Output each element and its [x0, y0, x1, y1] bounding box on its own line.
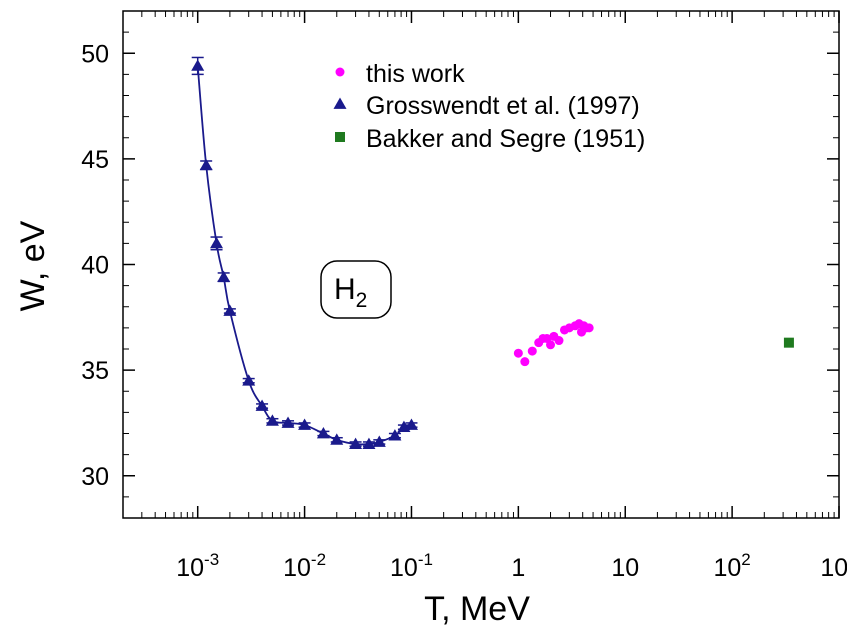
y-tick-label: 35 [81, 357, 109, 385]
x-tick-label: 103 [820, 550, 847, 582]
legend-label: Bakker and Segre (1951) [366, 125, 645, 153]
data-point [349, 437, 363, 449]
data-point [372, 435, 386, 447]
data-point [527, 346, 537, 356]
x-axis-label: T, MeV [424, 590, 530, 628]
x-tick-label: 1 [511, 554, 525, 582]
annotation-label: H2 [334, 273, 367, 312]
data-point [316, 427, 330, 439]
x-tick-exponent: -3 [204, 550, 219, 569]
legend-marker [333, 97, 347, 109]
x-tick-label: 10-3 [176, 550, 219, 582]
data-point [520, 357, 530, 367]
y-tick-label: 50 [81, 40, 109, 68]
annotation-box [320, 260, 392, 319]
x-tick-base: 10 [713, 554, 741, 582]
data-point [388, 429, 402, 441]
data-point [546, 340, 556, 350]
data-point [191, 59, 205, 71]
x-tick-base: 10 [283, 554, 311, 582]
data-point [330, 433, 344, 445]
series-marks [191, 56, 794, 449]
legend-marker [335, 132, 345, 142]
data-point [554, 336, 564, 346]
data-point [199, 158, 213, 171]
legend-label: Grosswendt et al. (1997) [366, 92, 640, 120]
data-point [513, 348, 523, 358]
y-tick-label: 45 [81, 146, 109, 174]
data-point [210, 236, 224, 249]
data-point [584, 323, 594, 333]
x-tick-base: 10 [176, 554, 204, 582]
x-tick-exponent: 2 [741, 550, 750, 569]
data-point [281, 416, 295, 428]
legend-label: this work [366, 60, 465, 88]
y-tick-label: 30 [81, 463, 109, 491]
molecule-annotation: H2 [320, 260, 392, 319]
data-point [362, 437, 376, 449]
legend-marker [335, 67, 345, 77]
x-tick-base: 1 [511, 554, 525, 582]
x-tick-exponent: -1 [418, 550, 433, 569]
x-tick-base: 10 [390, 554, 418, 582]
x-tick-label: 10 [611, 554, 639, 582]
data-point [223, 304, 237, 316]
x-tick-label: 10-2 [283, 550, 326, 582]
x-tick-base: 10 [611, 554, 639, 582]
x-tick-exponent: -2 [311, 550, 326, 569]
y-tick-label: 40 [81, 252, 109, 280]
data-point [404, 418, 418, 430]
x-tick-label: 102 [713, 550, 750, 582]
legend: this work Grosswendt et al. (1997) Bakker … [333, 60, 645, 153]
data-point [242, 374, 256, 386]
data-point [783, 337, 794, 348]
x-tick-label: 10-1 [390, 550, 433, 582]
y-axis-label: W, eV [14, 220, 52, 311]
x-tick-base: 10 [820, 554, 847, 582]
data-point [255, 399, 269, 411]
data-point [217, 270, 231, 283]
data-point [298, 418, 312, 430]
data-point [265, 414, 279, 426]
